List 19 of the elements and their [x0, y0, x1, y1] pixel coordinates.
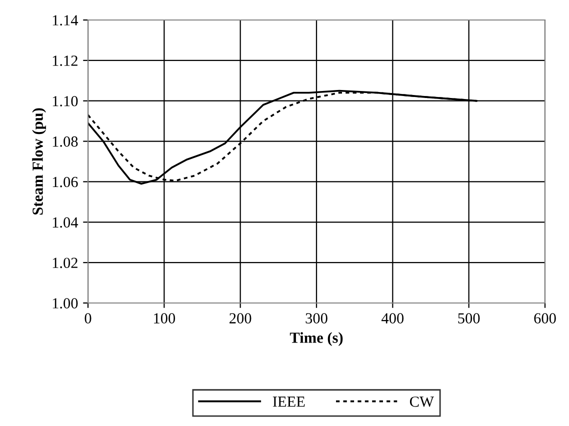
y-tick-label: 1.02 [52, 258, 78, 268]
x-tick-label: 400 [382, 313, 404, 324]
legend-label: CW [410, 396, 434, 407]
x-tick-label: 500 [458, 313, 480, 324]
x-tick-label: 200 [230, 313, 252, 324]
y-tick-label: 1.06 [52, 176, 78, 188]
x-tick-label: 0 [84, 313, 92, 324]
y-tick-label: 1.12 [52, 56, 78, 66]
legend-label: IEEE [272, 396, 305, 407]
x-tick-label: 300 [306, 313, 328, 324]
x-axis-title: Time (s) [290, 332, 343, 346]
y-tick-label: 1.10 [52, 96, 78, 106]
y-tick-label: 1.00 [52, 298, 78, 309]
y-tick-label: 1.14 [52, 15, 78, 26]
y-tick-label: 1.04 [52, 217, 78, 228]
x-tick-label: 100 [154, 313, 176, 324]
y-axis-title: Steam Flow (pu) [32, 108, 46, 215]
y-tick-label: 1.08 [52, 136, 78, 147]
x-tick-label: 600 [534, 313, 556, 324]
